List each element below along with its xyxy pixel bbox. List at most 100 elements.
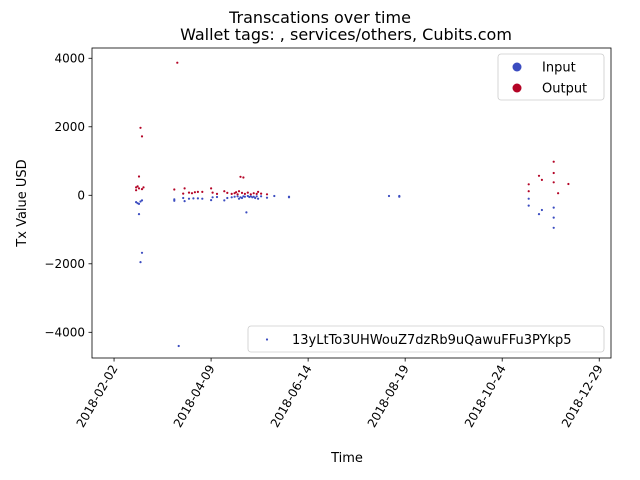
- data-point: [540, 178, 544, 181]
- data-point: [139, 126, 142, 129]
- legend-label-output: Output: [542, 82, 587, 97]
- data-point: [236, 193, 239, 196]
- legend-main-box: [497, 53, 605, 101]
- data-point: [223, 199, 226, 202]
- data-point: [243, 192, 246, 195]
- y-tick-label: 2000: [54, 120, 85, 134]
- data-point: [187, 191, 191, 194]
- data-point: [196, 190, 199, 193]
- x-tick-label: 2018-02-02: [74, 363, 121, 430]
- x-tick-label: 2018-06-14: [268, 363, 315, 430]
- data-point: [527, 183, 530, 186]
- legend-address-box: [247, 325, 605, 353]
- data-point: [240, 196, 244, 200]
- chart-title: Transcations over time: [228, 8, 411, 27]
- data-point: [183, 200, 186, 203]
- data-point: [387, 194, 391, 198]
- data-point: [230, 192, 233, 195]
- data-point: [265, 196, 269, 199]
- data-point: [245, 211, 248, 214]
- data-point: [201, 190, 204, 193]
- data-point: [246, 191, 249, 194]
- data-point: [552, 216, 555, 219]
- data-point: [287, 195, 291, 198]
- y-axis-label: Tx Value USD: [15, 159, 30, 247]
- data-point: [196, 197, 199, 200]
- data-point: [210, 187, 213, 190]
- x-tick-label: 2018-10-24: [462, 363, 509, 430]
- data-point: [257, 197, 260, 200]
- data-point: [537, 174, 541, 177]
- data-point: [552, 160, 555, 163]
- data-point: [252, 192, 255, 195]
- data-point: [201, 197, 204, 200]
- data-point: [540, 208, 544, 212]
- legend-marker-input: [512, 62, 522, 72]
- data-point: [192, 197, 195, 200]
- data-point: [240, 191, 244, 194]
- data-point: [235, 191, 238, 194]
- data-point: [140, 199, 144, 202]
- data-point: [527, 204, 530, 207]
- data-point: [135, 189, 138, 192]
- data-point: [265, 193, 269, 196]
- data-point: [236, 195, 239, 198]
- x-tick-label: 2018-08-19: [365, 363, 412, 430]
- data-point: [237, 197, 241, 200]
- data-point: [252, 195, 255, 198]
- legend-label-input: Input: [542, 61, 576, 76]
- legend-marker-output: [512, 83, 522, 93]
- data-point: [557, 192, 560, 195]
- data-point: [260, 195, 263, 198]
- legend-address-label: 13yLtTo3UHWouZ7dzRb9uQawuFFu3PYkp5: [292, 333, 572, 348]
- data-point: [552, 226, 555, 229]
- data-point: [193, 191, 196, 194]
- data-point: [173, 199, 176, 202]
- data-point: [537, 213, 541, 216]
- data-point: [142, 186, 145, 189]
- data-point: [140, 251, 144, 254]
- data-point: [177, 344, 180, 348]
- data-point: [137, 175, 141, 178]
- data-point: [230, 196, 233, 199]
- data-point: [183, 187, 186, 190]
- data-point: [182, 196, 185, 200]
- data-point: [226, 191, 229, 194]
- data-point: [260, 192, 263, 195]
- data-point: [527, 190, 530, 193]
- data-point: [249, 193, 252, 196]
- data-point: [254, 196, 257, 200]
- series-input: [135, 194, 555, 348]
- data-point: [273, 194, 276, 198]
- data-point: [137, 202, 141, 205]
- x-tick-label: 2018-12-29: [559, 363, 606, 430]
- data-point: [226, 196, 229, 200]
- data-point: [140, 188, 144, 191]
- data-point: [567, 182, 570, 186]
- data-point: [190, 192, 194, 195]
- data-point: [210, 199, 213, 202]
- data-point: [257, 190, 260, 193]
- data-point: [215, 195, 219, 199]
- data-point: [243, 195, 246, 198]
- data-point: [173, 188, 176, 191]
- series-output: [135, 61, 570, 196]
- data-point: [140, 135, 144, 138]
- data-point: [137, 187, 141, 190]
- data-point: [211, 196, 214, 199]
- data-point: [398, 195, 401, 198]
- y-tick-label: −4000: [44, 325, 85, 339]
- y-tick-label: −2000: [44, 257, 85, 271]
- data-point: [239, 175, 242, 178]
- legend-address-marker: [265, 338, 269, 341]
- data-point: [136, 185, 139, 188]
- legend-main: Input Output: [497, 53, 605, 101]
- data-point: [242, 176, 245, 179]
- data-point: [137, 213, 141, 216]
- x-tick-label: 2018-04-09: [171, 363, 218, 430]
- data-point: [255, 195, 258, 198]
- y-tick-label: 0: [77, 188, 85, 202]
- data-point: [237, 190, 241, 193]
- y-tick-label: 4000: [54, 51, 85, 65]
